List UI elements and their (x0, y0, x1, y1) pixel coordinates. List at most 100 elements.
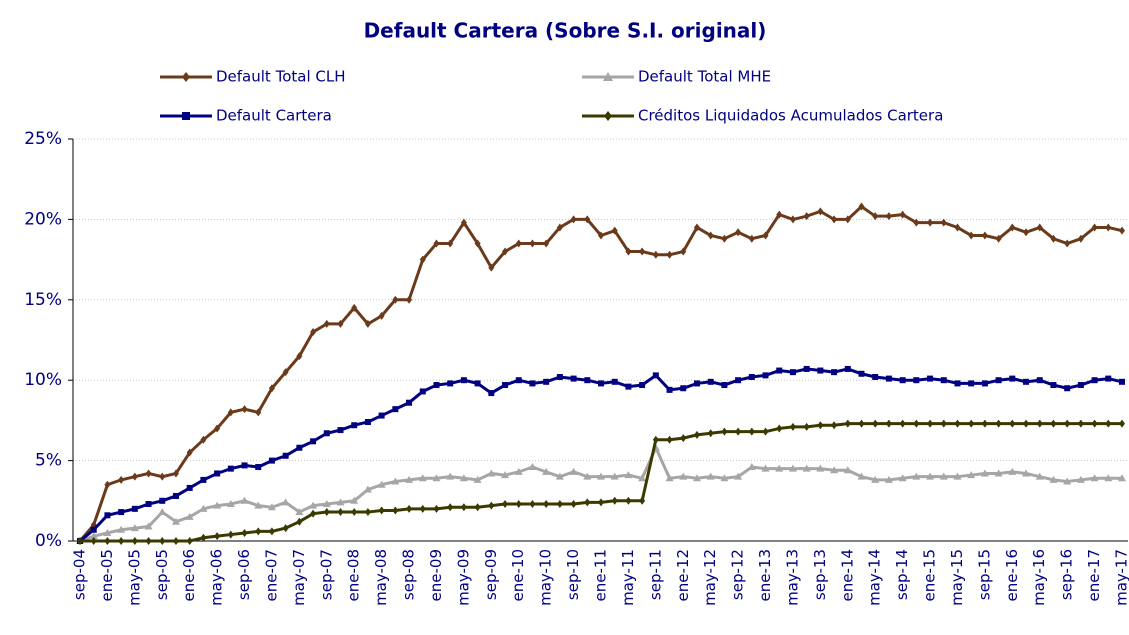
point-marker (927, 218, 934, 227)
point-marker (858, 419, 865, 428)
x-tick-label: sep-06 (235, 549, 253, 600)
point-marker (501, 471, 510, 479)
point-marker (350, 496, 359, 504)
point-marker (186, 537, 193, 545)
chart-title: Default Cartera (Sobre S.I. original) (364, 19, 767, 43)
point-marker (652, 250, 659, 259)
point-marker (392, 406, 399, 413)
point-marker (775, 464, 784, 472)
point-marker (1036, 377, 1043, 384)
point-marker (666, 386, 673, 393)
point-marker (721, 382, 728, 389)
y-tick-label: 20% (24, 209, 62, 229)
point-marker (884, 475, 893, 483)
point-marker (213, 501, 222, 509)
point-marker (913, 218, 920, 227)
point-marker (788, 464, 797, 472)
point-marker (323, 430, 330, 437)
point-marker (707, 429, 714, 438)
point-marker (323, 319, 330, 328)
point-marker (872, 419, 879, 428)
point-marker (406, 504, 413, 513)
point-marker (446, 472, 455, 480)
point-marker (555, 472, 564, 480)
point-marker (488, 390, 495, 397)
point-marker (364, 319, 371, 328)
point-marker (488, 263, 495, 272)
point-marker (802, 464, 811, 472)
point-marker (1119, 378, 1125, 385)
point-marker (720, 474, 729, 482)
point-marker (761, 464, 770, 472)
point-marker (598, 231, 604, 240)
point-marker (391, 477, 400, 485)
y-tick-label: 10% (24, 370, 62, 390)
point-marker (515, 377, 522, 384)
x-tick-label: ene-14 (838, 549, 856, 601)
x-tick-label: ene-10 (509, 549, 527, 601)
point-marker (569, 467, 578, 475)
x-tick-label: sep-15 (975, 549, 993, 600)
point-marker (1009, 223, 1016, 232)
point-marker (954, 223, 961, 232)
point-marker (898, 474, 907, 482)
point-marker (1064, 239, 1071, 248)
point-marker (418, 474, 427, 482)
point-marker (487, 469, 496, 477)
point-marker (322, 500, 331, 508)
point-marker (611, 226, 618, 235)
x-tick-label: ene-16 (1003, 549, 1021, 601)
point-marker (981, 419, 988, 428)
point-marker (666, 435, 673, 444)
point-marker (171, 517, 180, 525)
point-marker (570, 500, 577, 509)
point-marker (514, 467, 523, 475)
point-marker (336, 498, 345, 506)
point-marker (460, 377, 467, 384)
point-marker (172, 537, 179, 545)
point-marker (460, 503, 467, 512)
point-marker (789, 422, 796, 431)
point-marker (186, 484, 193, 491)
point-marker (351, 303, 358, 312)
point-marker (200, 476, 207, 483)
point-marker (693, 223, 700, 232)
point-marker (830, 466, 839, 474)
point-marker (144, 522, 153, 530)
point-marker (1009, 375, 1016, 382)
point-marker (473, 475, 482, 483)
point-marker (1050, 419, 1057, 428)
point-marker (214, 470, 221, 477)
point-marker (186, 448, 193, 457)
point-marker (378, 412, 385, 419)
x-tick-label: ene-08 (345, 549, 363, 601)
point-marker (1119, 226, 1125, 235)
point-marker (597, 472, 605, 480)
point-marker (118, 475, 125, 484)
x-tick-label: sep-14 (893, 549, 911, 600)
point-marker (1008, 467, 1017, 475)
point-marker (460, 218, 467, 227)
point-marker (871, 475, 880, 483)
point-marker (843, 466, 852, 474)
point-marker (529, 500, 536, 509)
point-marker (598, 498, 604, 507)
point-marker (652, 372, 659, 379)
point-marker (405, 475, 414, 483)
point-marker (1050, 234, 1057, 243)
point-marker (625, 247, 632, 256)
point-marker (926, 472, 935, 480)
point-marker (1023, 228, 1030, 237)
point-marker (899, 377, 906, 384)
point-marker (995, 234, 1002, 243)
point-marker (1023, 378, 1030, 385)
point-marker (543, 239, 550, 248)
point-marker (899, 210, 906, 219)
point-marker (899, 419, 906, 428)
point-marker (639, 382, 646, 389)
point-marker (267, 503, 276, 511)
point-marker (159, 472, 166, 481)
point-marker (692, 474, 701, 482)
point-marker (131, 472, 138, 481)
point-marker (666, 250, 673, 259)
